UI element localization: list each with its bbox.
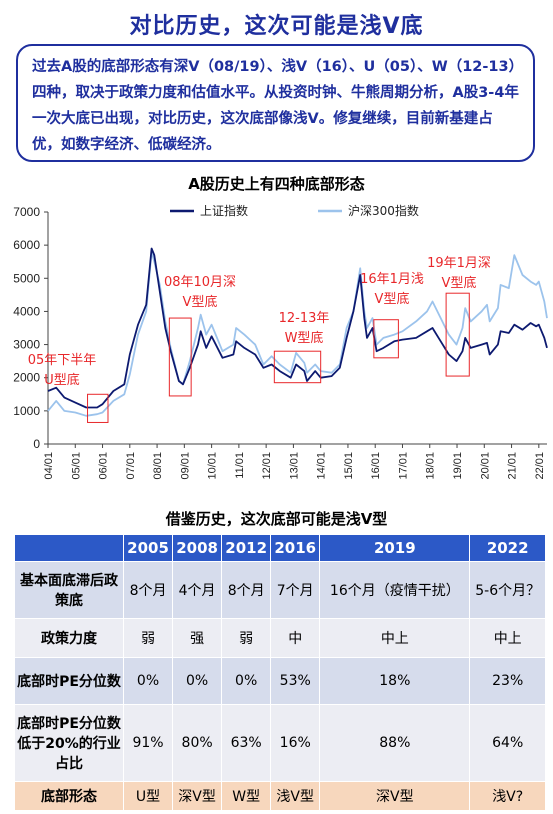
x-tick-label: 20/01: [479, 452, 491, 480]
annotation-label: U型底: [44, 372, 80, 388]
table-cell: 64%: [469, 704, 546, 782]
table-cell: 7个月: [270, 561, 321, 619]
table-cell: 中: [270, 618, 321, 658]
table-header-cell: [14, 534, 124, 562]
table-cell: 4个月: [172, 561, 223, 619]
x-tick-label: 21/01: [507, 452, 519, 480]
x-tick-label: 05/01: [70, 452, 82, 480]
table-header-cell: 2012: [221, 534, 272, 562]
x-tick-label: 07/01: [125, 452, 137, 480]
table-cell: 弱: [221, 618, 272, 658]
row-label: 底部形态: [14, 781, 124, 811]
x-tick-label: 15/01: [343, 452, 355, 480]
y-tick-label: 3000: [13, 338, 40, 352]
y-tick-label: 5000: [13, 271, 40, 285]
table-cell: 浅V型: [270, 781, 321, 811]
table-cell: 80%: [172, 704, 223, 782]
annotation-box: [445, 292, 470, 377]
legend-label: 上证指数: [200, 203, 248, 218]
table-cell: U型: [122, 781, 174, 811]
table-cell: 浅V?: [469, 781, 546, 811]
y-tick-label: 2000: [13, 371, 40, 385]
x-tick-label: 13/01: [288, 452, 300, 480]
table-cell: 23%: [469, 657, 546, 705]
table-cell: 0%: [221, 657, 272, 705]
legend-label: 沪深300指数: [348, 203, 419, 218]
y-tick-label: 0: [33, 437, 40, 451]
table-header-cell: 2016: [270, 534, 321, 562]
x-tick-label: 08/01: [152, 452, 164, 480]
x-tick-label: 22/01: [534, 452, 546, 480]
annotation-box: [168, 317, 192, 397]
table-header-cell: 2022: [469, 534, 546, 562]
table-cell: 强: [172, 618, 223, 658]
table-cell: 91%: [122, 704, 174, 782]
bottom-patterns-chart: 0 1000 2000 3000 4000 5000 6000 7000 04/01 05/01 0…: [13, 203, 548, 480]
x-tick-label: 17/01: [397, 452, 409, 480]
table-row: 底部时PE分位数低于20%的行业占比 91% 80% 63% 16% 88% 6…: [14, 704, 546, 782]
annotation-label: 12-13年: [279, 311, 330, 326]
table-cell: 0%: [122, 657, 174, 705]
x-tick-label: 09/01: [179, 452, 191, 480]
x-tick-label: 16/01: [370, 452, 382, 480]
x-tick-label: 06/01: [98, 452, 110, 480]
table-cell: 63%: [221, 704, 272, 782]
table-cell: 16%: [270, 704, 321, 782]
table-cell: 16个月（疫情干扰）: [319, 561, 471, 619]
annotation-label: W型底: [285, 330, 324, 346]
annotation-label: V型底: [375, 291, 410, 307]
table-cell: 0%: [172, 657, 223, 705]
y-tick-label: 7000: [13, 205, 40, 219]
table-row: 基本面底滞后政策底 8个月 4个月 8个月 7个月 16个月（疫情干扰） 5-6…: [14, 561, 546, 619]
table-header-cell: 2005: [122, 534, 174, 562]
page-title: 对比历史，这次可能是浅V底: [129, 14, 424, 39]
table-row: 底部形态 U型 深V型 W型 浅V型 深V型 浅V?: [14, 781, 546, 811]
table-cell: 53%: [270, 657, 321, 705]
x-tick-label: 12/01: [261, 452, 273, 480]
table-header-row: 2005 2008 2012 2016 2019 2022: [14, 534, 546, 562]
row-label: 底部时PE分位数: [14, 657, 124, 705]
table-cell: 深V型: [319, 781, 471, 811]
x-tick-label: 04/01: [43, 452, 55, 480]
history-comparison-table: 2005 2008 2012 2016 2019 2022 基本面底滞后政策底 …: [14, 534, 546, 811]
annotation-label: V型底: [183, 294, 218, 310]
row-label: 政策力度: [14, 618, 124, 658]
annotation-label: 08年10月深: [164, 275, 236, 290]
annotation-label: 05年下半年: [28, 353, 97, 368]
annotation-label: 16年1月浅: [360, 272, 424, 287]
y-tick-label: 4000: [13, 304, 40, 318]
x-tick-label: 10/01: [207, 452, 219, 480]
annotation-box: [87, 393, 109, 423]
summary-box: 过去A股的底部形态有深V（08/19）、浅V（16）、U（05）、W（12-13…: [16, 44, 535, 162]
y-tick-label: 1000: [13, 404, 40, 418]
table-header-cell: 2019: [319, 534, 471, 562]
table-row: 政策力度 弱 强 弱 中 中上 中上: [14, 618, 546, 658]
sse-index-line: [47, 247, 548, 409]
y-tick-label: 6000: [13, 238, 40, 252]
row-label: 基本面底滞后政策底: [14, 561, 124, 619]
x-tick-label: 14/01: [316, 452, 328, 480]
table-cell: 中上: [319, 618, 471, 658]
x-tick-label: 18/01: [425, 452, 437, 480]
annotation-label: V型底: [442, 275, 477, 291]
annotation-box: [373, 319, 399, 359]
table-cell: W型: [221, 781, 272, 811]
x-tick-label: 11/01: [234, 452, 246, 479]
table-cell: 8个月: [221, 561, 272, 619]
table-cell: 中上: [469, 618, 546, 658]
table-cell: 深V型: [172, 781, 223, 811]
table-cell: 弱: [122, 618, 174, 658]
table-cell: 18%: [319, 657, 471, 705]
annotation-box: [273, 350, 322, 384]
table-row: 底部时PE分位数 0% 0% 0% 53% 18% 23%: [14, 657, 546, 705]
x-tick-label: 19/01: [452, 452, 464, 480]
table-cell: 8个月: [122, 561, 174, 619]
table-header-cell: 2008: [172, 534, 223, 562]
table-cell: 88%: [319, 704, 471, 782]
table-cell: 5-6个月？: [469, 561, 546, 619]
chart-title: A股历史上有四种底部形态: [188, 175, 365, 193]
row-label: 底部时PE分位数低于20%的行业占比: [14, 704, 124, 782]
table-title: 借鉴历史，这次底部可能是浅V型: [165, 510, 388, 528]
annotation-label: 19年1月深: [427, 256, 491, 271]
